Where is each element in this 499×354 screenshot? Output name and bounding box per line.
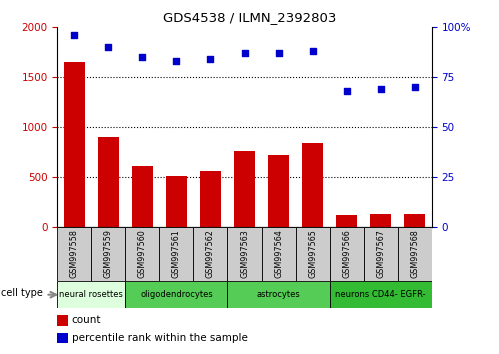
Bar	[125, 227, 160, 281]
Bar	[235, 150, 254, 227]
Bar	[302, 143, 323, 227]
Bar	[57, 281, 125, 308]
Bar	[329, 227, 364, 281]
Text: GSM997560: GSM997560	[138, 229, 147, 278]
Bar	[404, 213, 425, 227]
Bar	[91, 227, 125, 281]
Text: GSM997565: GSM997565	[308, 229, 317, 278]
Text: percentile rank within the sample: percentile rank within the sample	[72, 333, 248, 343]
Text: GSM997567: GSM997567	[376, 229, 385, 278]
Point	[70, 32, 78, 38]
Bar	[125, 281, 228, 308]
Bar	[228, 281, 329, 308]
Point	[104, 44, 112, 50]
Point	[308, 48, 316, 53]
Bar	[160, 227, 194, 281]
Bar	[57, 333, 68, 343]
Text: neurons CD44- EGFR-: neurons CD44- EGFR-	[335, 290, 426, 299]
Bar	[370, 213, 391, 227]
Bar	[295, 227, 329, 281]
Bar	[261, 227, 295, 281]
Point	[274, 50, 282, 55]
Bar	[228, 227, 261, 281]
Text: neural rosettes: neural rosettes	[59, 290, 123, 299]
Point	[377, 86, 385, 91]
Text: GSM997561: GSM997561	[172, 229, 181, 278]
Text: GSM997564: GSM997564	[274, 229, 283, 278]
Bar	[398, 227, 432, 281]
Text: GSM997562: GSM997562	[206, 229, 215, 278]
Text: GDS4538 / ILMN_2392803: GDS4538 / ILMN_2392803	[163, 11, 336, 24]
Bar	[364, 227, 398, 281]
Bar	[132, 166, 153, 227]
Bar	[64, 62, 85, 227]
Text: count: count	[72, 315, 101, 325]
Point	[173, 58, 181, 63]
Text: GSM997558: GSM997558	[70, 229, 79, 278]
Bar	[98, 137, 119, 227]
Bar	[57, 227, 91, 281]
Bar	[268, 155, 289, 227]
Bar	[329, 281, 432, 308]
Bar	[194, 227, 228, 281]
Text: oligodendrocytes: oligodendrocytes	[140, 290, 213, 299]
Text: GSM997563: GSM997563	[240, 229, 249, 278]
Point	[241, 50, 249, 55]
Point	[207, 56, 215, 61]
Point	[411, 84, 419, 89]
Text: GSM997566: GSM997566	[342, 229, 351, 278]
Bar	[57, 315, 68, 326]
Text: cell type: cell type	[1, 289, 43, 298]
Bar	[200, 171, 221, 227]
Text: astrocytes: astrocytes	[256, 290, 300, 299]
Point	[343, 88, 351, 93]
Text: GSM997568: GSM997568	[410, 229, 419, 278]
Text: GSM997559: GSM997559	[104, 229, 113, 278]
Bar	[336, 215, 357, 227]
Bar	[166, 176, 187, 227]
Point	[138, 54, 146, 59]
